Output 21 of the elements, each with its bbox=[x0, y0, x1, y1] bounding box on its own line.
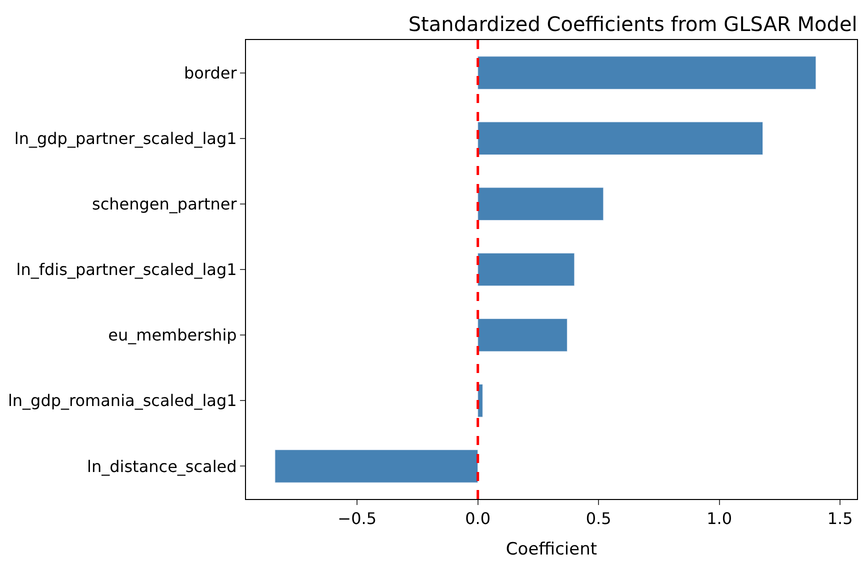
bar bbox=[478, 252, 575, 286]
chart-title: Standardized Coefficients from GLSAR Model bbox=[408, 12, 858, 36]
y-tick-label: ln_gdp_romania_scaled_lag1 bbox=[8, 391, 237, 410]
y-tick-label: ln_gdp_partner_scaled_lag1 bbox=[14, 128, 237, 148]
bar bbox=[478, 384, 483, 418]
x-tick-label: 0.5 bbox=[586, 509, 612, 528]
x-tick-label: 1.5 bbox=[827, 509, 853, 528]
bar bbox=[478, 56, 816, 90]
x-tick-label: 1.0 bbox=[706, 509, 732, 528]
x-axis-title: Coefficient bbox=[506, 540, 598, 560]
bar bbox=[274, 450, 478, 483]
y-tick-label: ln_distance_scaled bbox=[87, 456, 237, 476]
y-tick-label: ln_fdis_partner_scaled_lag1 bbox=[16, 260, 237, 280]
bar bbox=[478, 122, 764, 155]
x-tick-label: −0.5 bbox=[338, 509, 377, 528]
y-tick-label: border bbox=[184, 63, 238, 82]
bar bbox=[478, 187, 604, 221]
x-tick-label: 0.0 bbox=[465, 509, 491, 528]
y-tick-label: eu_membership bbox=[108, 326, 237, 345]
y-tick-label: schengen_partner bbox=[92, 194, 238, 214]
bar bbox=[478, 318, 568, 352]
